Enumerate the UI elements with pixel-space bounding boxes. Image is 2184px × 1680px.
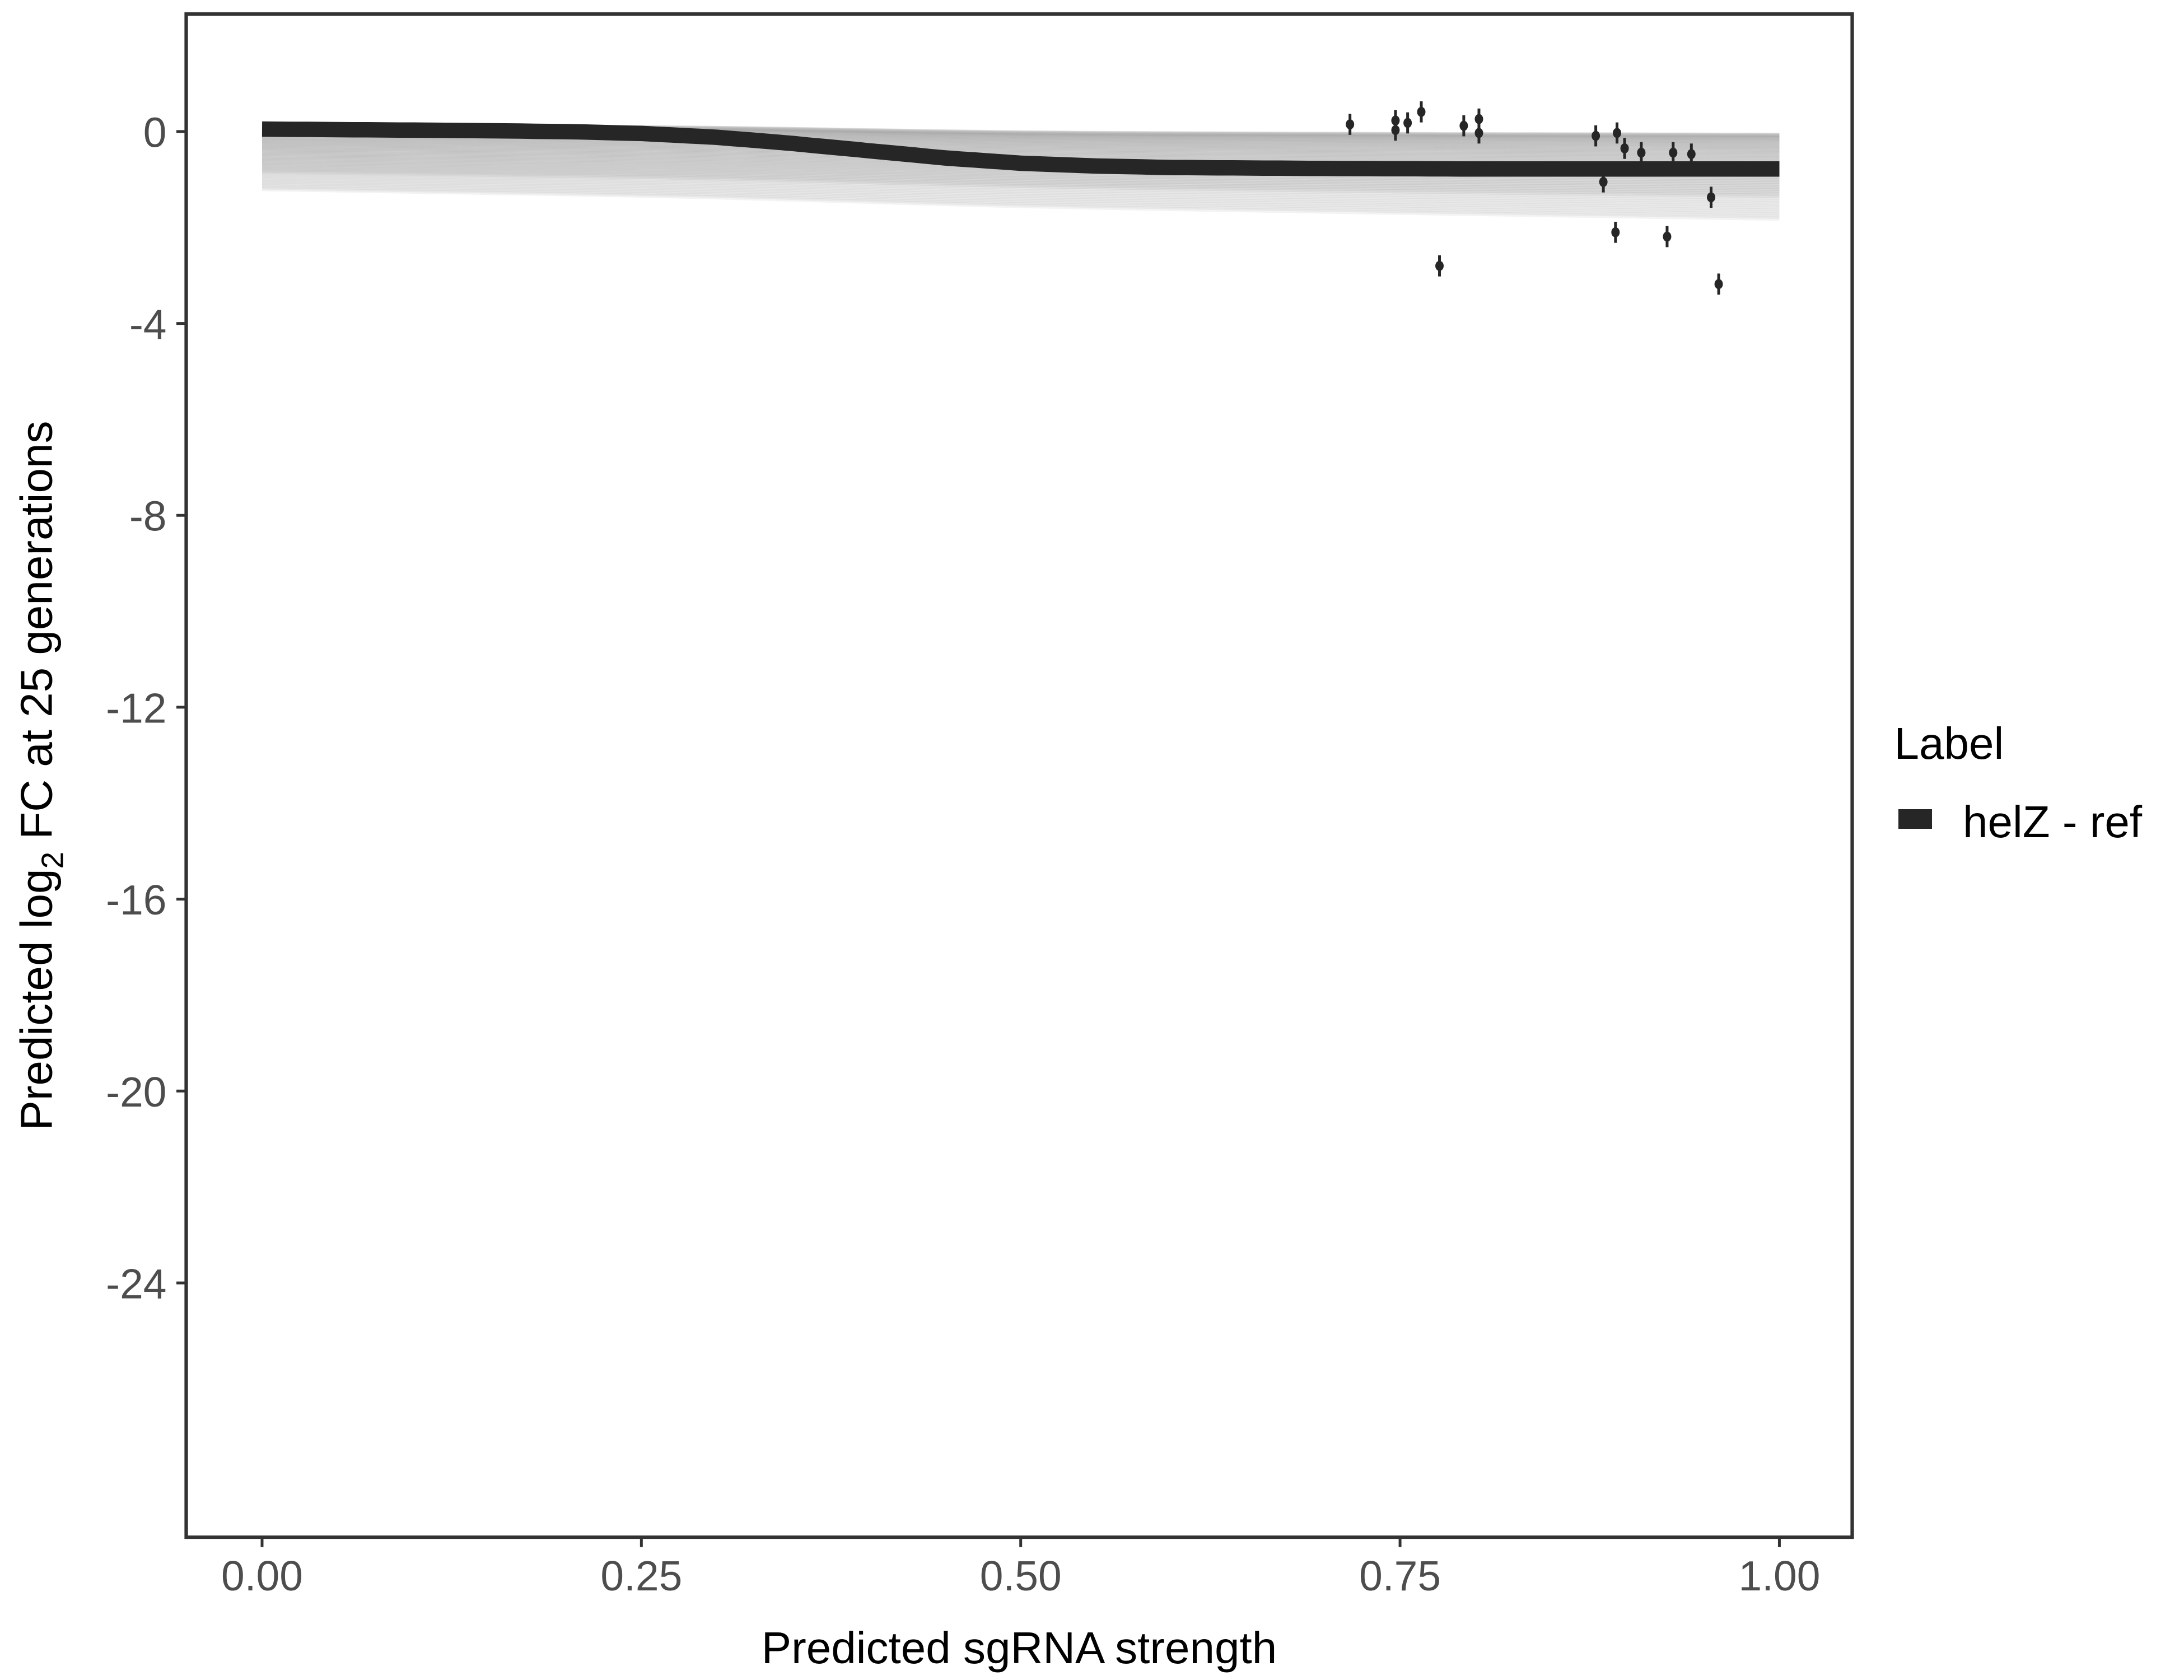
ribbon-curve <box>262 142 1780 162</box>
x-tick-label: 0.25 <box>600 1552 682 1599</box>
x-tick-label: 0.75 <box>1359 1552 1441 1599</box>
ribbon-curve <box>262 187 1780 221</box>
data-point <box>1391 125 1400 136</box>
y-tick-label: -24 <box>106 1260 166 1307</box>
ribbon-curve <box>262 165 1780 193</box>
plot-background <box>186 14 1852 1537</box>
data-point <box>1687 149 1696 160</box>
data-point <box>1474 114 1483 124</box>
ribbon-curve <box>262 176 1780 207</box>
ribbon-curve <box>262 142 1780 161</box>
ribbon-curve <box>262 167 1780 194</box>
y-tick-label: 0 <box>143 109 167 156</box>
data-point <box>1474 128 1483 138</box>
data-point <box>1620 143 1629 153</box>
ribbon-curve <box>262 160 1780 186</box>
data-point <box>1346 119 1355 130</box>
y-tick-label: -16 <box>106 876 166 923</box>
ribbon-curve <box>262 175 1780 206</box>
y-tick-label: -20 <box>106 1068 166 1116</box>
points <box>1346 101 1723 295</box>
data-point <box>1417 106 1426 117</box>
ribbon-curve <box>262 164 1780 191</box>
ribbon-curve <box>262 181 1780 213</box>
data-point <box>1611 227 1620 237</box>
y-axis: 0 -4 -8 -12 -16 -20 -24 <box>106 109 186 1307</box>
ribbon-curve <box>262 159 1780 184</box>
fit-line <box>262 121 1780 177</box>
ribbon-curve <box>262 184 1780 217</box>
data-point <box>1707 192 1716 203</box>
data-point <box>1669 147 1678 158</box>
data-point <box>1459 120 1468 131</box>
ribbon-curve <box>262 170 1780 198</box>
x-tick-label: 0.50 <box>980 1552 1062 1599</box>
x-axis: 0.00 0.25 0.50 0.75 1.00 <box>221 1537 1820 1599</box>
data-point <box>1403 118 1412 128</box>
ribbon-curve <box>262 179 1780 211</box>
ribbon-curve <box>262 139 1780 158</box>
ribbon-curve <box>262 141 1780 160</box>
y-axis-title: Predicted log2 FC at 25 generations <box>11 421 69 1131</box>
y-tick-label: -12 <box>106 684 166 731</box>
ribbon-curve <box>262 136 1780 153</box>
data-point <box>1435 260 1444 271</box>
data-point <box>1663 231 1672 242</box>
data-point <box>1599 176 1608 187</box>
data-point <box>1592 130 1600 141</box>
ribbon-curve <box>262 183 1780 215</box>
x-axis-title: Predicted sgRNA strength <box>762 1623 1277 1673</box>
ribbon-curve <box>262 161 1780 188</box>
legend-title: Label <box>1894 718 2004 768</box>
ribbon-curve <box>262 137 1780 156</box>
data-point <box>1714 279 1723 290</box>
ribbon-curve <box>262 163 1780 189</box>
y-tick-label: -4 <box>129 301 167 348</box>
legend-label-helz-ref: helZ - ref <box>1963 797 2143 847</box>
ribbon-curve <box>262 185 1780 219</box>
x-tick-label: 0.00 <box>221 1552 303 1599</box>
ribbon-curve <box>262 171 1780 200</box>
ribbon-curve <box>262 178 1780 209</box>
ribbon-curve <box>262 168 1780 197</box>
x-tick-label: 1.00 <box>1738 1552 1820 1599</box>
ribbon-curve <box>262 174 1780 204</box>
data-point <box>1637 147 1646 158</box>
ribbon-curve <box>262 158 1780 183</box>
ribbon-curve <box>262 138 1780 157</box>
ribbon-curve <box>262 137 1780 154</box>
plot-border <box>184 12 1854 1539</box>
ribbon-curve <box>262 172 1780 202</box>
y-tick-label: -8 <box>129 493 167 540</box>
legend-key-helz-ref <box>1898 809 1932 829</box>
data-point <box>1613 128 1622 138</box>
